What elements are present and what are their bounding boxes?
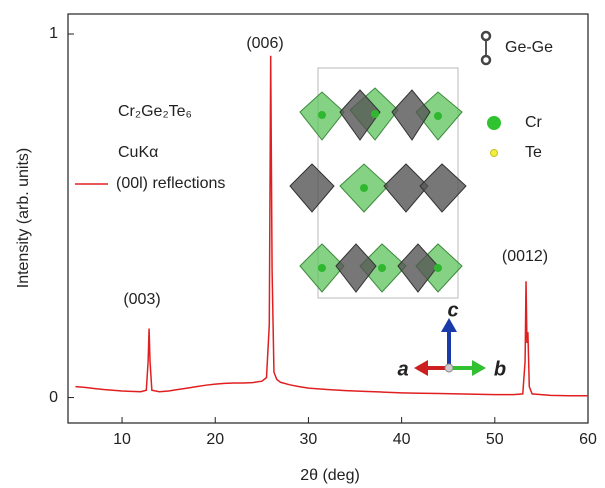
x-tick-label: 60 [579, 431, 597, 448]
inset-label: a [397, 358, 408, 380]
annotation: Cr₂Ge₂Te₆ [118, 103, 192, 120]
inset-label: Ge-Ge [505, 39, 553, 56]
x-tick-label: 10 [113, 431, 131, 448]
inset-legend [414, 32, 501, 376]
inset-label: Te [525, 144, 542, 161]
crystal-structure [290, 68, 466, 298]
x-axis-label: 2θ (deg) [300, 467, 360, 484]
y-tick-label: 1 [49, 25, 58, 42]
annotation: (0012) [502, 248, 548, 265]
x-tick-label: 50 [486, 431, 504, 448]
x-tick-label: 20 [206, 431, 224, 448]
y-tick-label: 0 [49, 389, 58, 406]
inset-label: c [447, 299, 458, 321]
inset-label: b [494, 358, 506, 380]
plot-frame [68, 14, 588, 423]
chart: 2θ (deg) Intensity (arb. units) [0, 0, 605, 488]
legend-label: (00l) reflections [116, 175, 225, 192]
inset-label: Cr [525, 114, 543, 131]
y-axis-label: Intensity (arb. units) [15, 148, 32, 289]
annotation: (006) [246, 35, 283, 52]
x-tick-label: 40 [393, 431, 411, 448]
x-tick-label: 30 [300, 431, 318, 448]
annotation: CuKα [118, 144, 158, 161]
annotation: (003) [123, 291, 160, 308]
